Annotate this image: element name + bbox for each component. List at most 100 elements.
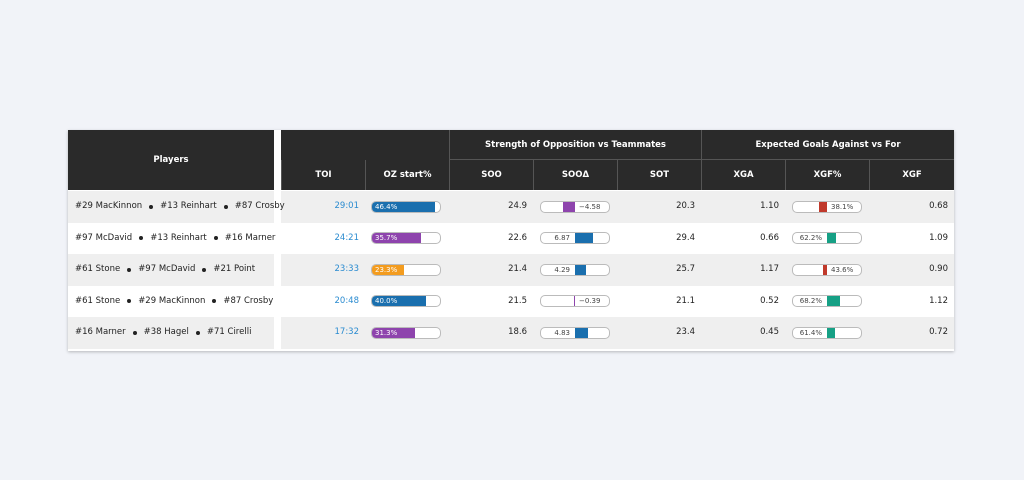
row-bg bbox=[68, 191, 274, 223]
xgf-cell: 1.12 bbox=[929, 295, 948, 306]
soo-delta-label: −4.58 bbox=[579, 202, 601, 211]
separator-dot bbox=[132, 330, 137, 335]
soo-delta-label: −0.39 bbox=[579, 297, 601, 306]
players-header: Players bbox=[68, 130, 274, 190]
soo-delta-track: 4.29 bbox=[540, 263, 610, 276]
separator-dot bbox=[202, 267, 207, 272]
column-header: XGA bbox=[701, 160, 785, 190]
xgf-pct-track: 62.2% bbox=[792, 232, 862, 245]
separator-dot bbox=[195, 330, 200, 335]
xgf-pct-track: 68.2% bbox=[792, 295, 862, 308]
players-cell: #61 Stone #29 MacKinnon #87 Crosby bbox=[75, 286, 273, 318]
oz-label: 23.3% bbox=[375, 265, 398, 274]
xga-cell: 0.45 bbox=[760, 327, 779, 337]
oz-track: 23.3% bbox=[371, 263, 441, 276]
oz-label: 46.4% bbox=[375, 202, 398, 211]
player-name: #13 Reinhart bbox=[150, 232, 207, 243]
xga-cell: 0.66 bbox=[760, 232, 779, 243]
oz-track: 35.7% bbox=[371, 232, 441, 245]
soo-cell: 21.4 bbox=[508, 264, 527, 274]
players-cell: #29 MacKinnon #13 Reinhart #87 Crosby bbox=[75, 191, 285, 223]
xgf-cell: 0.90 bbox=[929, 264, 948, 274]
toi-cell: 20:48 bbox=[334, 295, 360, 306]
gap bbox=[274, 130, 281, 351]
row-bg bbox=[68, 317, 274, 349]
player-name: #87 Crosby bbox=[223, 295, 274, 306]
column-header: SOO bbox=[449, 160, 533, 190]
player-name: #97 McDavid bbox=[75, 232, 133, 243]
column-header: XGF bbox=[869, 160, 954, 190]
xgf-pct-track: 43.6% bbox=[792, 263, 862, 276]
player-name: #38 Hagel bbox=[143, 327, 189, 337]
player-name: #97 McDavid bbox=[138, 264, 196, 274]
xgf-pct-label: 38.1% bbox=[831, 202, 854, 211]
sot-cell: 21.1 bbox=[676, 295, 695, 306]
xgf-cell: 0.72 bbox=[929, 327, 948, 337]
xgf-pct-bar bbox=[827, 327, 835, 338]
sot-cell: 20.3 bbox=[676, 201, 695, 211]
oz-label: 40.0% bbox=[375, 297, 398, 306]
xgf-pct-bar bbox=[822, 264, 827, 275]
toi-cell: 29:01 bbox=[334, 201, 360, 211]
xga-cell: 1.10 bbox=[760, 201, 779, 211]
player-name: #71 Cirelli bbox=[206, 327, 252, 337]
soo-delta-track: 4.83 bbox=[540, 326, 610, 339]
group-header: Expected Goals Against vs For bbox=[701, 130, 954, 160]
oz-track: 40.0% bbox=[371, 295, 441, 308]
xgf-pct-bar bbox=[818, 201, 827, 212]
soo-cell: 21.5 bbox=[508, 295, 527, 306]
player-name: #21 Point bbox=[213, 264, 256, 274]
soo-delta-bar bbox=[573, 296, 575, 307]
xgf-pct-label: 68.2% bbox=[799, 297, 822, 306]
oz-label: 35.7% bbox=[375, 234, 398, 243]
player-name: #16 Marner bbox=[224, 232, 276, 243]
xga-cell: 1.17 bbox=[760, 264, 779, 274]
sot-cell: 23.4 bbox=[676, 327, 695, 337]
soo-delta-bar bbox=[563, 201, 575, 212]
soo-delta-bar bbox=[575, 327, 588, 338]
soo-delta-label: 4.83 bbox=[554, 328, 570, 337]
separator-dot bbox=[212, 299, 217, 304]
separator-dot bbox=[223, 204, 228, 209]
separator-dot bbox=[139, 236, 144, 241]
xgf-cell: 0.68 bbox=[929, 201, 948, 211]
soo-delta-bar bbox=[575, 264, 587, 275]
soo-delta-bar bbox=[575, 233, 593, 244]
column-header: XGF% bbox=[785, 160, 869, 190]
column-header: OZ start% bbox=[365, 160, 449, 190]
oz-bar bbox=[372, 201, 436, 212]
separator-dot bbox=[127, 267, 132, 272]
xga-cell: 0.52 bbox=[760, 295, 779, 306]
soo-delta-track: −0.39 bbox=[540, 295, 610, 308]
oz-track: 31.3% bbox=[371, 326, 441, 339]
oz-bar bbox=[372, 327, 415, 338]
player-name: #61 Stone bbox=[75, 264, 121, 274]
players-cell: #16 Marner #38 Hagel #71 Cirelli bbox=[75, 317, 251, 349]
xgf-pct-label: 61.4% bbox=[799, 328, 822, 337]
row-bg bbox=[68, 222, 274, 254]
oz-track: 46.4% bbox=[371, 200, 441, 213]
player-name: #87 Crosby bbox=[234, 201, 285, 211]
column-header: TOI bbox=[281, 160, 365, 190]
oz-label: 31.3% bbox=[375, 328, 398, 337]
soo-delta-label: 6.87 bbox=[554, 234, 570, 243]
xgf-pct-track: 38.1% bbox=[792, 200, 862, 213]
xgf-cell: 1.09 bbox=[929, 232, 948, 243]
row-bg bbox=[68, 285, 274, 317]
toi-cell: 24:21 bbox=[334, 232, 360, 243]
xgf-pct-track: 61.4% bbox=[792, 326, 862, 339]
column-header: SOOΔ bbox=[533, 160, 617, 190]
soo-cell: 24.9 bbox=[508, 201, 527, 211]
soo-cell: 18.6 bbox=[508, 327, 527, 337]
sot-cell: 25.7 bbox=[676, 264, 695, 274]
group-header bbox=[281, 130, 449, 160]
oz-bar bbox=[372, 233, 421, 244]
xgf-pct-bar bbox=[827, 233, 836, 244]
toi-cell: 23:33 bbox=[334, 264, 360, 274]
players-cell: #61 Stone #97 McDavid #21 Point bbox=[75, 254, 255, 286]
row-bg bbox=[68, 254, 274, 286]
soo-cell: 22.6 bbox=[508, 232, 527, 243]
separator-dot bbox=[127, 299, 132, 304]
soo-delta-track: −4.58 bbox=[540, 200, 610, 213]
